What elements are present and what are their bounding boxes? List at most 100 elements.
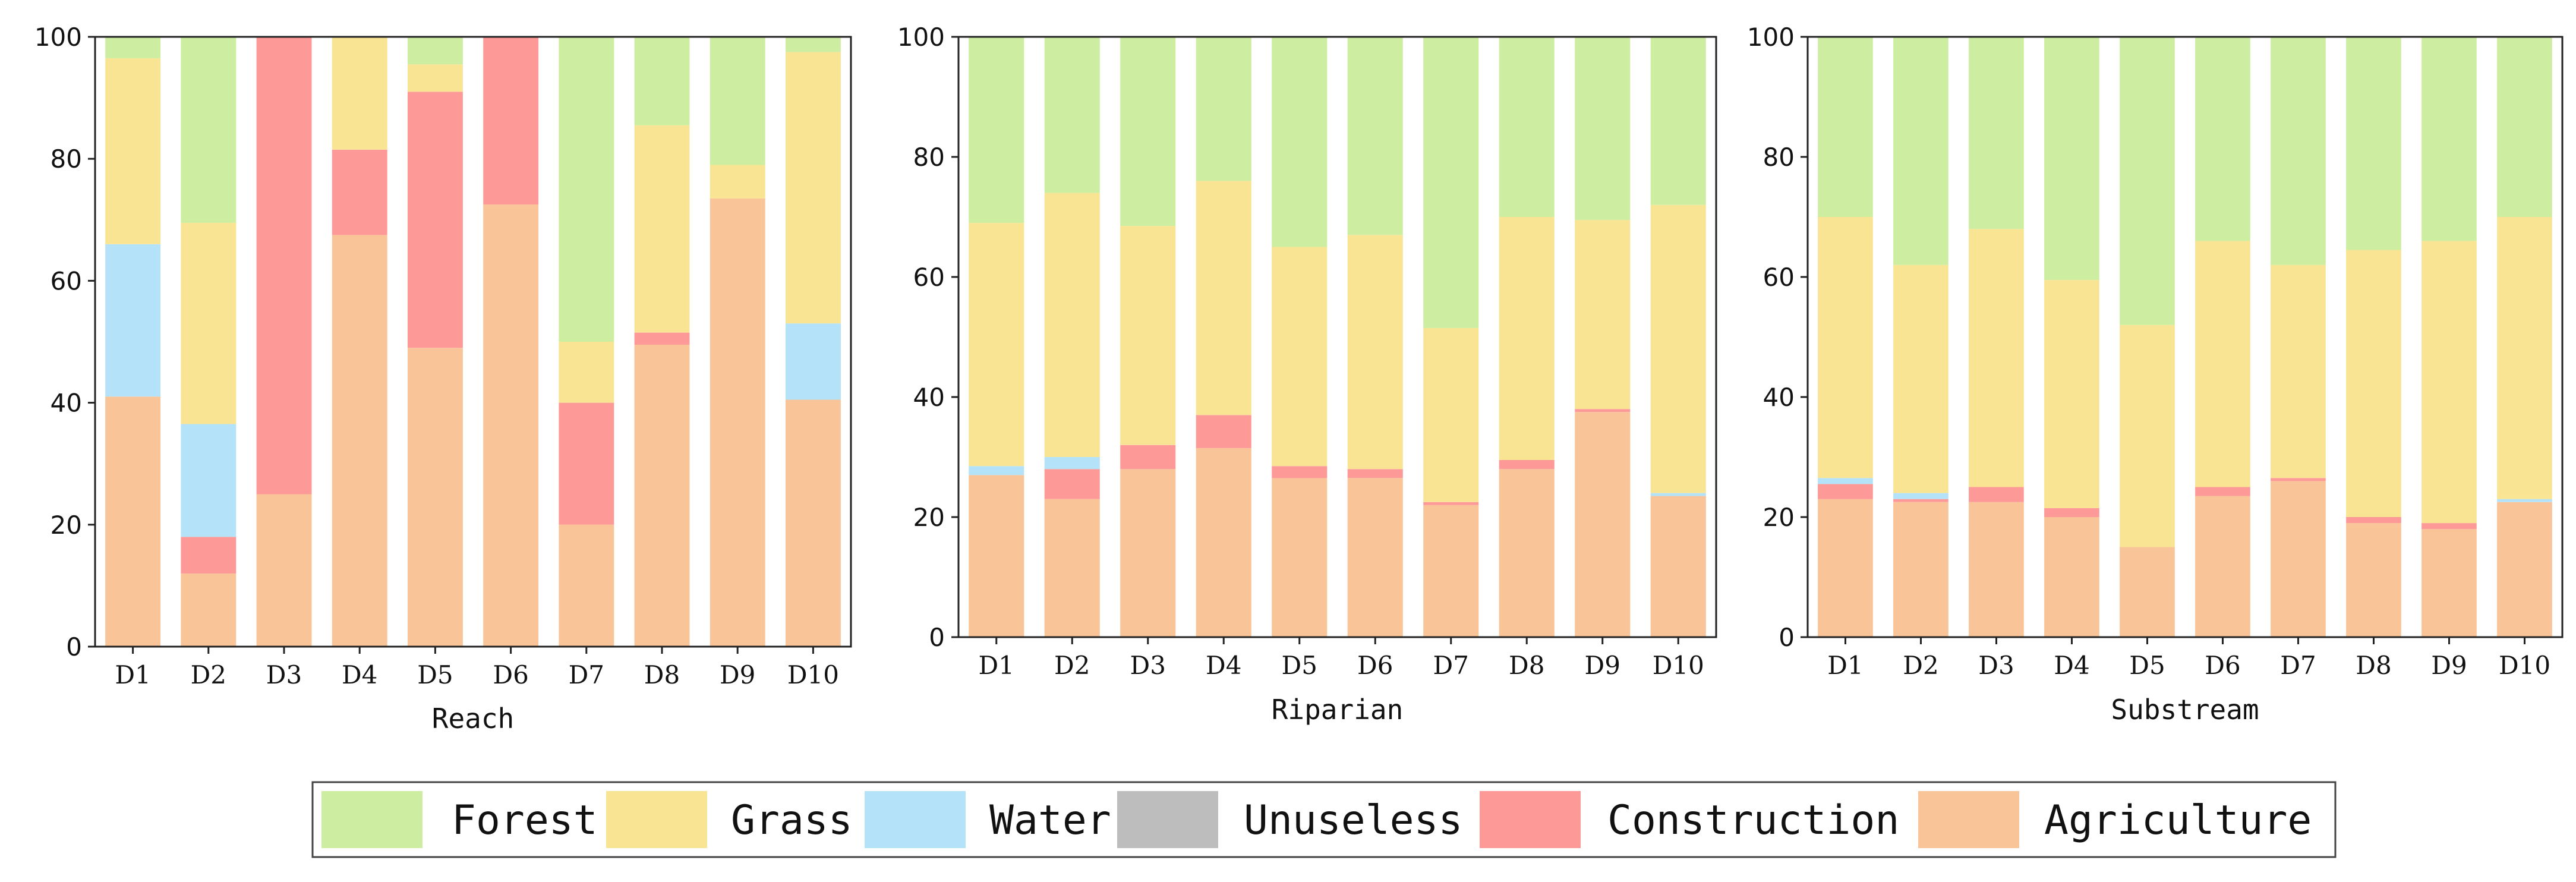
panel-reach: D1 D2 D3 D4 D5 D6 D7 D8 D9 D10 0 20 40 60 80 100 Reach <box>34 23 852 735</box>
bar-d7-construction <box>2271 478 2326 481</box>
bar-d5-forest <box>1272 37 1328 247</box>
bar-d10-water <box>1650 493 1706 496</box>
y-tick-label: 80 <box>1763 143 1795 172</box>
bar-d6-agriculture <box>1347 478 1403 637</box>
x-tick-label: D1 <box>979 651 1014 680</box>
x-tick-label: D4 <box>2054 651 2089 680</box>
bar-d7-grass <box>2271 264 2326 478</box>
bar-d5-agriculture <box>408 348 463 647</box>
y-tick-label: 0 <box>66 632 82 662</box>
bar-d7-agriculture <box>1423 505 1479 637</box>
bar-d10-forest <box>2497 37 2552 217</box>
x-tick-label: D8 <box>644 660 680 689</box>
bar-d1-construction <box>1818 484 1873 499</box>
x-tick-label: D4 <box>342 660 377 689</box>
x-tick-label: D9 <box>1585 651 1620 680</box>
bar-d8-agriculture <box>1499 469 1555 637</box>
bar-d7-construction <box>559 402 614 525</box>
y-tick-label: 80 <box>51 144 82 174</box>
bar-d3-grass <box>1120 226 1176 445</box>
x-tick-label: D2 <box>1054 651 1090 680</box>
axes-frame <box>957 36 1717 638</box>
x-tick-label: D5 <box>2129 651 2165 680</box>
bar-d6-construction <box>2195 487 2250 496</box>
bar-d8-construction <box>634 332 690 345</box>
legend-swatch-agriculture <box>1918 791 2019 848</box>
bar-d1-agriculture <box>969 475 1024 637</box>
bar-d7-construction <box>1423 502 1479 505</box>
bar-d10-agriculture <box>1650 496 1706 637</box>
bar-d4-construction <box>1196 415 1251 448</box>
y-tick-label: 20 <box>51 511 82 540</box>
bar-d7-forest <box>559 37 614 342</box>
bar-d3-construction <box>256 37 312 494</box>
bar-d3-agriculture <box>1969 502 2024 638</box>
bar-d9-agriculture <box>710 198 765 647</box>
bar-d4-forest <box>2044 37 2099 281</box>
x-tick-label: D10 <box>2499 651 2550 680</box>
bar-d2-water <box>181 424 237 537</box>
bar-d2-construction <box>181 537 237 574</box>
x-axis-label: Riparian <box>1272 694 1404 726</box>
bar-d5-forest <box>2120 37 2175 325</box>
x-tick-label: D8 <box>1509 651 1544 680</box>
bar-d1-grass <box>105 58 161 244</box>
bar-d9-forest <box>2421 37 2477 241</box>
y-tick-label: 100 <box>1747 23 1795 52</box>
bar-d9-forest <box>710 37 765 165</box>
bar-d6-construction <box>1347 469 1403 478</box>
bar-d2-forest <box>1044 37 1100 193</box>
bar-d8-agriculture <box>2346 523 2401 637</box>
legend-label-grass: Grass <box>731 797 853 844</box>
bar-d4-construction <box>2044 508 2099 517</box>
panel-substream: D1 D2 D3 D4 D5 D6 D7 D8 D9 D10 0 20 40 60 80 100 Substre… <box>1747 23 2564 726</box>
bar-d5-grass <box>1272 247 1328 467</box>
bar-d8-forest <box>1499 37 1555 217</box>
y-tick-label: 40 <box>913 383 945 412</box>
y-tick-label: 20 <box>913 503 945 532</box>
x-tick-label: D6 <box>493 660 528 689</box>
bar-d7-agriculture <box>2271 481 2326 637</box>
bar-d5-grass <box>408 64 463 92</box>
x-tick-label: D10 <box>1653 651 1704 680</box>
bar-d6-grass <box>1347 235 1403 470</box>
bar-d2-agriculture <box>1044 499 1100 637</box>
x-tick-label: D2 <box>191 660 226 689</box>
y-tick-label: 0 <box>929 623 945 652</box>
bar-d2-agriculture <box>181 573 237 647</box>
legend-label-forest: Forest <box>452 797 598 844</box>
x-tick-label: D7 <box>1433 651 1469 680</box>
bar-d3-agriculture <box>256 494 312 647</box>
bar-d1-grass <box>1818 217 1873 478</box>
legend-label-construction: Construction <box>1607 797 1899 844</box>
legend-swatch-grass <box>606 791 707 848</box>
legend: Forest Grass Water Unuseless Construction Agr… <box>311 781 2337 858</box>
bar-d2-water <box>1044 457 1100 470</box>
bar-d8-construction <box>1499 460 1555 470</box>
y-tick-label: 80 <box>913 143 945 172</box>
y-tick-label: 40 <box>51 389 82 418</box>
legend-label-water: Water <box>989 797 1111 844</box>
legend-swatch-water <box>865 791 966 848</box>
bar-d6-construction <box>483 37 539 205</box>
bar-d2-water <box>1893 493 1948 499</box>
x-tick-label: D8 <box>2356 651 2391 680</box>
bar-d7-forest <box>2271 37 2326 265</box>
bar-d2-forest <box>181 37 237 223</box>
bar-d10-grass <box>2497 217 2552 499</box>
x-tick-label: D10 <box>787 660 839 689</box>
bar-d4-grass <box>2044 280 2099 508</box>
legend-label-agriculture: Agriculture <box>2044 797 2312 844</box>
bar-d10-agriculture <box>2497 502 2552 638</box>
bar-d8-forest <box>2346 37 2401 250</box>
bar-d4-grass <box>332 37 387 150</box>
bar-d3-grass <box>1969 229 2024 487</box>
bar-d10-forest <box>1650 37 1706 205</box>
bar-d2-forest <box>1893 37 1948 265</box>
x-tick-label: D9 <box>720 660 755 689</box>
bar-d5-agriculture <box>1272 478 1328 637</box>
bar-d1-water <box>105 244 161 397</box>
y-tick-label: 60 <box>1763 263 1795 292</box>
legend-label-unuseless: Unuseless <box>1244 797 1462 844</box>
